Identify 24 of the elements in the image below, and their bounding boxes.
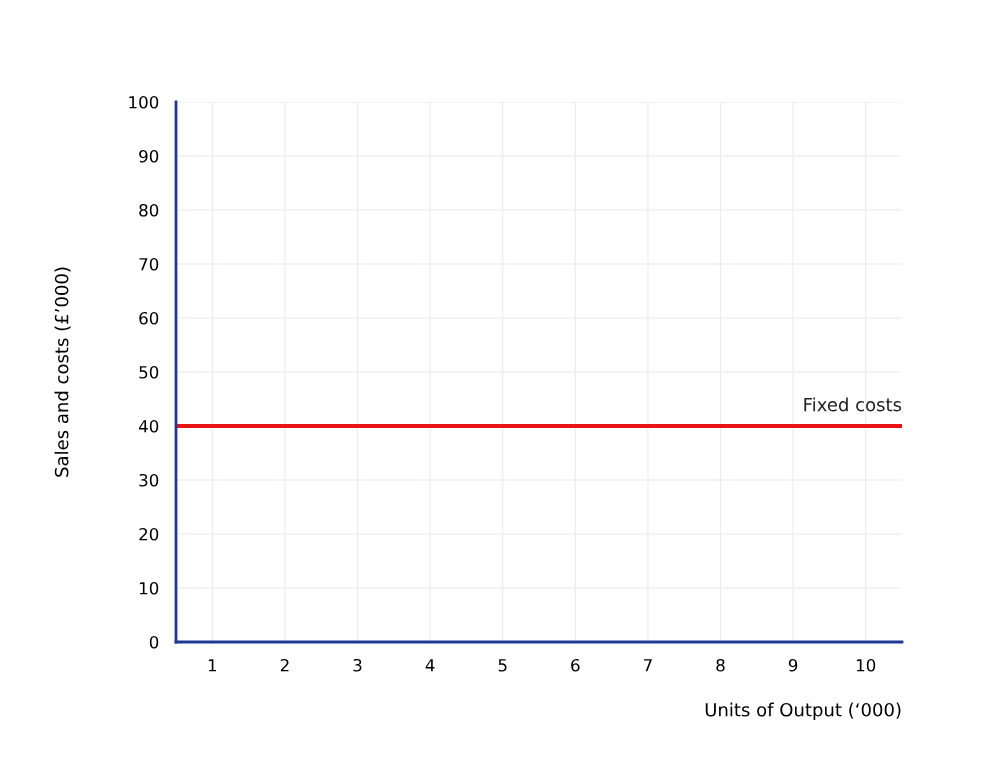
x-tick-label: 10 <box>856 658 876 672</box>
x-axis-title: Units of Output (‘000) <box>705 702 901 721</box>
x-tick-label: 1 <box>208 659 217 672</box>
y-tick-label: 90 <box>139 149 159 163</box>
y-tick-label: 30 <box>139 473 159 487</box>
x-tick-label: 3 <box>353 658 362 672</box>
y-tick-label: 50 <box>139 365 159 379</box>
y-tick-label: 70 <box>139 257 159 271</box>
x-tick-label: 8 <box>716 658 725 672</box>
y-axis-title: Sales and costs (£’000) <box>54 267 71 477</box>
x-tick-label: 5 <box>498 659 507 672</box>
y-tick-label: 100 <box>129 95 159 109</box>
y-tick-label: 10 <box>139 581 159 595</box>
y-tick-label: 60 <box>139 311 159 325</box>
series-label: Fixed costs <box>804 397 902 412</box>
y-tick-label: 20 <box>139 527 159 541</box>
x-tick-label: 4 <box>425 659 435 672</box>
x-tick-label: 7 <box>643 659 652 672</box>
y-tick-label: 0 <box>149 635 159 649</box>
y-tick-label: 40 <box>138 419 159 433</box>
x-tick-label: 9 <box>788 658 798 672</box>
x-tick-label: 2 <box>280 658 289 672</box>
x-tick-label: 6 <box>571 658 580 672</box>
y-tick-label: 80 <box>139 203 159 217</box>
